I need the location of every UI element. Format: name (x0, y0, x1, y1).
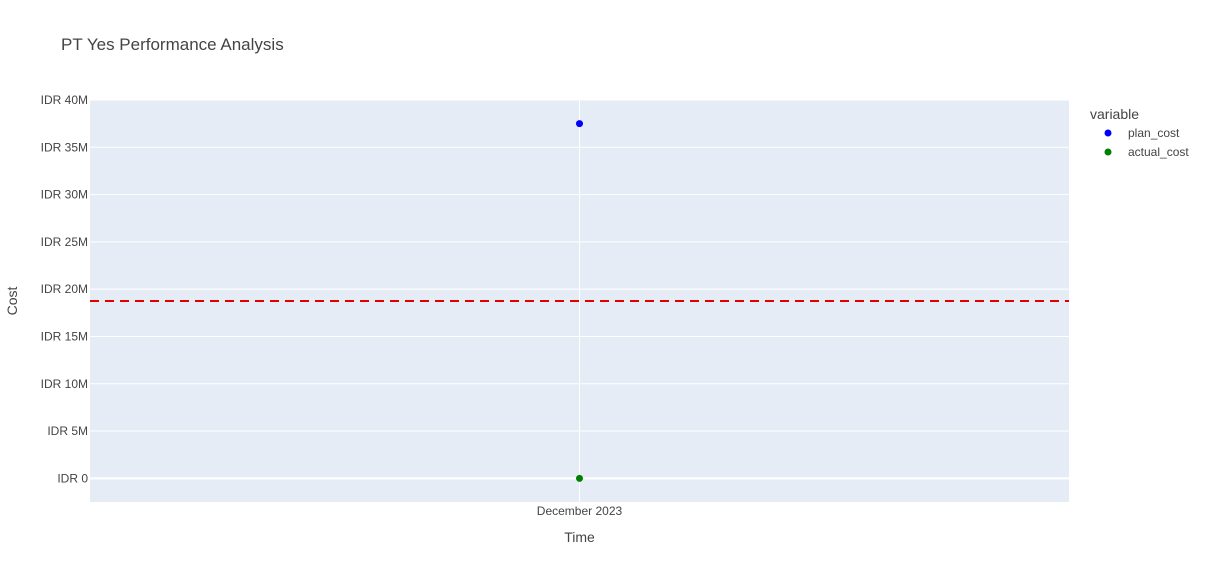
actual_cost-marker[interactable] (576, 474, 583, 482)
chart-title: PT Yes Performance Analysis (61, 35, 284, 54)
legend-label: actual_cost (1128, 145, 1189, 159)
y-tick-label: IDR 35M (41, 140, 88, 154)
y-tick-label: IDR 5M (47, 424, 88, 438)
y-tick-label: IDR 20M (41, 282, 88, 296)
legend-label: plan_cost (1128, 126, 1180, 140)
x-axis-title: Time (564, 529, 595, 545)
plan_cost-marker[interactable] (576, 120, 583, 128)
legend-swatch (1104, 148, 1112, 156)
y-axis-ticks: IDR 0 IDR 5M IDR 10M IDR 15M IDR 20M IDR 25M I… (41, 93, 89, 485)
y-tick-label: IDR 10M (41, 377, 88, 391)
y-tick-label: IDR 30M (41, 188, 88, 202)
legend[interactable]: variable plan_cost actual_cost (1090, 106, 1189, 159)
grid-lines (90, 99, 1069, 502)
y-tick-label: IDR 0 (57, 471, 88, 485)
y-tick-label: IDR 25M (41, 235, 88, 249)
legend-item-plan_cost[interactable]: plan_cost (1104, 126, 1181, 140)
y-axis-title: Cost (4, 287, 20, 316)
legend-swatch (1104, 129, 1112, 137)
legend-item-actual_cost[interactable]: actual_cost (1104, 145, 1190, 159)
y-tick-label: IDR 15M (41, 329, 88, 343)
y-tick-label: IDR 40M (41, 93, 88, 107)
legend-items[interactable]: plan_cost actual_cost (1104, 126, 1190, 159)
x-tick-label: December 2023 (537, 504, 623, 518)
x-axis-ticks: December 2023 (537, 504, 623, 518)
legend-title: variable (1090, 106, 1139, 122)
data-markers (576, 120, 583, 482)
